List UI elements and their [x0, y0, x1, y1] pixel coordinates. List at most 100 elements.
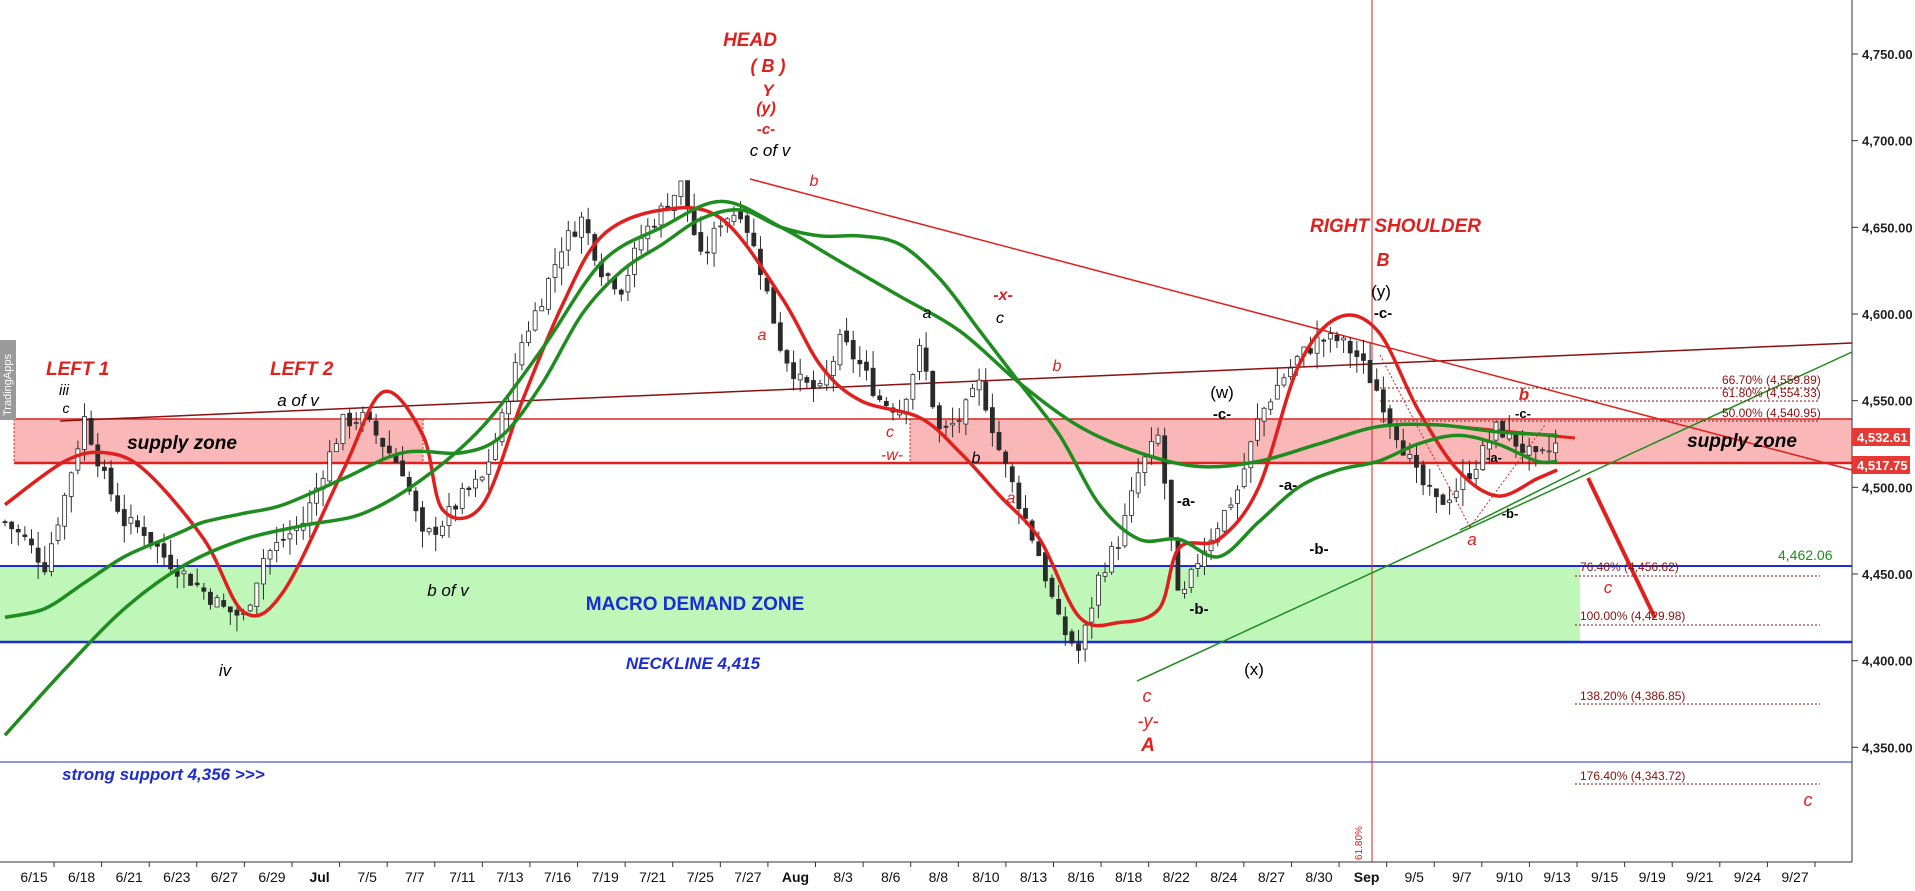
lower-rising-trendline: [1136, 351, 1853, 682]
candle-body: [1520, 443, 1525, 453]
watermark-text: TradingApps: [2, 354, 14, 416]
candle-body: [943, 425, 949, 428]
x-tick-label: 6/23: [163, 869, 190, 885]
candle-body: [15, 528, 21, 533]
candle-body: [141, 527, 147, 536]
candle-body: [1115, 547, 1121, 549]
candle-body: [565, 230, 571, 251]
candle-body: [1480, 445, 1486, 471]
ann-bottom-y: -y-: [1138, 711, 1159, 731]
ann-a-red-mid: a: [1007, 490, 1016, 507]
candle-body: [685, 180, 690, 209]
candle-body: [579, 216, 584, 238]
dashed-channel-2: [1469, 424, 1546, 528]
candle-body: [75, 448, 81, 471]
ann-b-of-v: b of v: [427, 581, 470, 600]
ann-left1: LEFT 1: [46, 359, 109, 380]
candle-body: [1056, 598, 1062, 615]
candle-body: [1195, 563, 1201, 569]
ann-a-left: -a-: [1177, 493, 1195, 510]
candle-body: [201, 587, 207, 592]
candle-body: [1500, 421, 1506, 438]
ann-far-c: c: [1804, 790, 1813, 810]
x-tick-label: 9/5: [1405, 869, 1425, 885]
x-tick-label: 8/8: [929, 869, 949, 885]
fib-label-138: 138.20% (4,386.85): [1580, 689, 1685, 703]
ann-a-black: a: [923, 305, 932, 322]
x-tick-label: 9/19: [1639, 869, 1666, 885]
candle-body: [1023, 508, 1028, 519]
candle-body: [1274, 384, 1280, 400]
x-tick-label: 9/24: [1734, 869, 1761, 885]
price-tag-green: 4,462.06: [1778, 547, 1833, 563]
ann-supply-zone-right: supply zone: [1687, 431, 1797, 452]
candle-body: [678, 180, 684, 197]
candle-body: [29, 538, 34, 546]
candle-body: [55, 524, 61, 541]
x-tick-label: 7/13: [496, 869, 523, 885]
candle-body: [2, 521, 8, 523]
candle-body: [1003, 451, 1009, 464]
candle-body: [340, 413, 346, 444]
candle-body: [1407, 454, 1413, 459]
candle-body: [1553, 442, 1559, 454]
watermark-bg: [0, 340, 16, 420]
candle-body: [307, 502, 313, 525]
candle-body: [705, 251, 710, 254]
fib-labels: 66.70% (4,559.89) 61.80% (4,554.33) 50.0…: [1580, 373, 1821, 783]
candle-body: [267, 550, 273, 560]
ann-x-paren: (x): [1244, 660, 1264, 679]
candle-body: [42, 562, 48, 573]
candle-body: [1380, 389, 1386, 413]
candle-body: [1473, 468, 1479, 479]
candle-body: [128, 517, 134, 524]
candle-body: [95, 444, 101, 467]
candle-body: [605, 273, 611, 276]
candle-body: [1354, 350, 1360, 357]
candle-body: [380, 437, 386, 447]
ann-a-right: -a-: [1279, 477, 1297, 494]
candle-body: [1447, 499, 1453, 504]
candle-body: [1228, 504, 1234, 508]
candle-body: [1062, 616, 1068, 636]
x-tick-label: 9/27: [1781, 869, 1808, 885]
ann-x: -x-: [993, 287, 1013, 304]
candle-body: [1248, 441, 1254, 469]
candle-body: [1513, 432, 1519, 447]
candle-body: [280, 538, 286, 541]
candle-body: [1433, 488, 1439, 498]
candle-body: [883, 400, 889, 406]
y-tick-label: 4,750.00: [1862, 47, 1913, 62]
candle-body: [1076, 643, 1081, 651]
candle-body: [989, 407, 995, 434]
x-tick-label: 9/13: [1543, 869, 1570, 885]
x-tick-label: 8/3: [833, 869, 853, 885]
candle-body: [181, 570, 187, 575]
ann-left2: LEFT 2: [270, 359, 334, 380]
watermark: TradingApps: [0, 340, 16, 420]
candle-body: [459, 488, 465, 509]
x-tick-label: 8/18: [1115, 869, 1142, 885]
ann-w-c-black: -c-: [1213, 406, 1231, 423]
x-tick-label: 6/15: [20, 869, 47, 885]
candle-body: [1235, 489, 1240, 504]
ann-x-c: c: [996, 310, 1004, 327]
y-tick-label: 4,400.00: [1862, 654, 1913, 669]
candle-body: [817, 383, 823, 387]
candle-body: [327, 451, 333, 482]
fib-label-50: 50.00% (4,540.95): [1722, 406, 1821, 420]
x-tick-label: 7/25: [687, 869, 714, 885]
candle-body: [830, 361, 836, 376]
x-tick-label: 8/22: [1163, 869, 1190, 885]
candle-body: [638, 237, 644, 251]
candle-body: [811, 380, 816, 390]
candle-body: [115, 495, 121, 512]
candle-body: [1281, 377, 1287, 386]
candle-body: [1042, 552, 1048, 582]
candle-body: [983, 381, 989, 411]
ann-rs-c: -c-: [1374, 305, 1392, 322]
moving-averages-layer: [3, 199, 1558, 737]
candle-body: [453, 505, 459, 510]
candle-body: [930, 370, 936, 408]
candle-body: [1182, 588, 1187, 594]
